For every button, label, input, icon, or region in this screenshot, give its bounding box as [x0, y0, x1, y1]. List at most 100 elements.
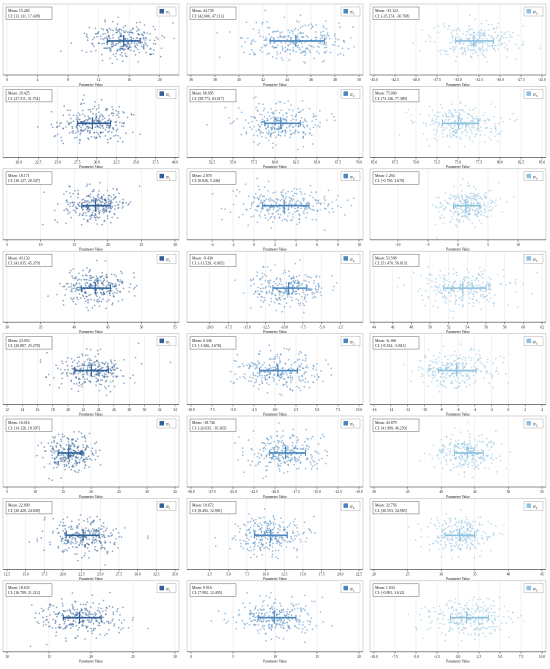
- scatter-point: [465, 357, 467, 359]
- scatter-point: [324, 47, 326, 49]
- scatter-point: [268, 132, 270, 134]
- scatter-point: [100, 120, 102, 122]
- scatter-point: [90, 275, 92, 277]
- scatter-point: [112, 37, 114, 39]
- scatter-point: [311, 288, 313, 290]
- scatter-point: [109, 293, 111, 295]
- mean-text: Mean: 29.425: [8, 92, 30, 96]
- scatter-point: [426, 139, 428, 141]
- scatter-point: [441, 373, 443, 375]
- scatter-point: [51, 454, 53, 456]
- scatter-point: [257, 360, 259, 362]
- scatter-point: [501, 31, 503, 33]
- scatter-point: [468, 289, 470, 291]
- scatter-point: [482, 204, 484, 206]
- scatter-point: [61, 377, 63, 379]
- x-tick-label: 35: [173, 490, 177, 494]
- scatter-point: [499, 283, 501, 285]
- scatter-point: [64, 435, 66, 437]
- scatter-point: [279, 216, 281, 218]
- scatter-point: [443, 223, 445, 225]
- scatter-point: [66, 444, 68, 446]
- scatter-point: [98, 119, 100, 121]
- scatter-point: [69, 132, 71, 134]
- scatter-point: [450, 365, 452, 367]
- scatter-point: [265, 275, 267, 277]
- scatter-point: [313, 282, 315, 284]
- scatter-point: [280, 191, 282, 193]
- scatter-point: [484, 196, 486, 198]
- scatter-point: [502, 362, 504, 364]
- x-tick-label: 77.5: [476, 161, 482, 165]
- scatter-point: [75, 464, 77, 466]
- scatter-point: [277, 206, 279, 208]
- scatter-point: [76, 461, 78, 463]
- panel: -20.0-17.5-15.0-12.5-10.0-7.5-5.0-2.5Par…: [187, 251, 363, 334]
- scatter-point: [323, 27, 325, 29]
- scatter-point: [102, 125, 104, 127]
- scatter-point: [286, 374, 288, 376]
- scatter-point: [105, 388, 107, 390]
- scatter-point: [281, 375, 283, 377]
- scatter-point: [475, 380, 477, 382]
- scatter-point: [262, 132, 264, 134]
- scatter-point: [114, 208, 116, 210]
- legend-label: σ₁: [166, 423, 171, 428]
- scatter-point: [450, 295, 452, 297]
- scatter-point: [411, 120, 413, 122]
- scatter-point: [448, 109, 450, 111]
- scatter-point: [278, 468, 280, 470]
- x-tick-label: -7.5: [209, 408, 215, 412]
- scatter-point: [123, 112, 125, 114]
- scatter-point: [102, 275, 104, 277]
- scatter-point: [245, 131, 247, 133]
- x-tick-label: 25: [140, 243, 144, 247]
- scatter-point: [331, 374, 333, 376]
- scatter-point: [264, 274, 266, 276]
- scatter-point: [438, 292, 440, 294]
- scatter-point: [86, 185, 88, 187]
- scatter-point: [76, 208, 78, 210]
- scatter-point: [82, 376, 84, 378]
- scatter-point: [56, 126, 58, 128]
- scatter-point: [292, 47, 294, 49]
- scatter-point: [481, 30, 483, 32]
- scatter-point: [255, 193, 257, 195]
- scatter-point: [262, 118, 264, 120]
- scatter-point: [104, 33, 106, 35]
- scatter-point: [490, 297, 492, 299]
- scatter-point: [326, 47, 328, 49]
- scatter-point: [453, 195, 455, 197]
- scatter-point: [261, 283, 263, 285]
- scatter-point: [272, 199, 274, 201]
- scatter-point: [104, 38, 106, 40]
- scatter-point: [451, 383, 453, 385]
- scatter-point: [265, 445, 267, 447]
- scatter-point: [453, 29, 455, 31]
- scatter-point: [300, 448, 302, 450]
- scatter-point: [287, 447, 289, 449]
- scatter-point: [96, 441, 98, 443]
- scatter-point: [115, 363, 117, 365]
- scatter-point: [83, 213, 85, 215]
- scatter-point: [449, 197, 451, 199]
- scatter-point: [487, 43, 489, 45]
- scatter-point: [470, 290, 472, 292]
- scatter-point: [434, 114, 436, 116]
- scatter-point: [73, 209, 75, 211]
- scatter-point: [289, 212, 291, 214]
- scatter-point: [326, 119, 328, 121]
- scatter-point: [297, 359, 299, 361]
- scatter-point: [87, 302, 89, 304]
- chart-row: 06:25:2851015202530Parameter ValueMean: …: [3, 169, 546, 252]
- scatter-point: [253, 141, 255, 143]
- scatter-point: [102, 33, 104, 35]
- scatter-point: [289, 306, 291, 308]
- scatter-point: [275, 191, 277, 193]
- scatter-point: [313, 210, 315, 212]
- scatter-point: [67, 283, 69, 285]
- scatter-point: [76, 115, 78, 117]
- scatter-point: [114, 386, 116, 388]
- scatter-point: [164, 37, 166, 39]
